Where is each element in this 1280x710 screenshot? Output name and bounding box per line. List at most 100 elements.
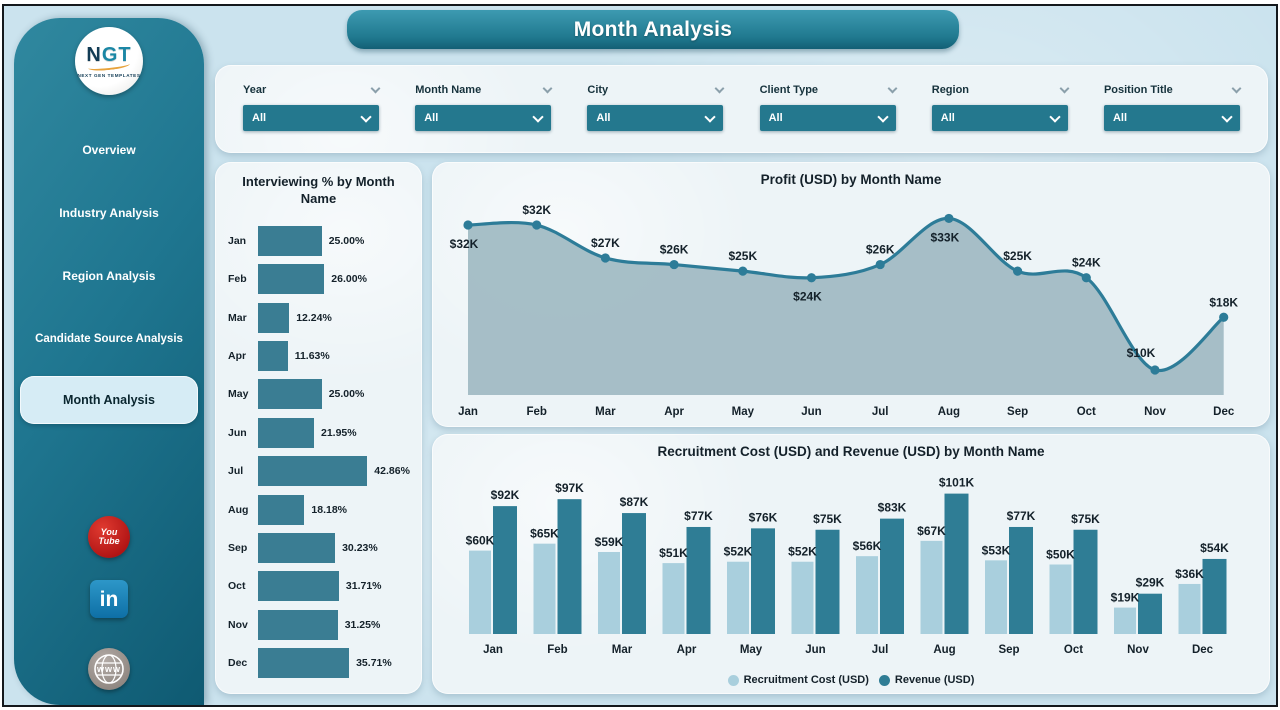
interviewing-bar-feb[interactable] bbox=[258, 264, 325, 295]
profit-point-aug[interactable] bbox=[944, 213, 954, 224]
interviewing-bar-jan[interactable] bbox=[258, 226, 322, 256]
recruitment-cost-bar-feb[interactable] bbox=[533, 543, 556, 634]
recruitment-cost-bar-dec[interactable] bbox=[1178, 583, 1201, 634]
legend-item-revenue[interactable]: Revenue (USD) bbox=[878, 674, 974, 686]
axis-label: Sep bbox=[1007, 406, 1028, 418]
data-label: $27K bbox=[591, 236, 620, 250]
sidebar-item-industry-analysis[interactable]: Industry Analysis bbox=[59, 206, 159, 220]
revenue-bar-jun[interactable] bbox=[815, 529, 840, 634]
axis-label: Jan bbox=[458, 406, 478, 418]
data-label: $32K bbox=[522, 203, 551, 217]
axis-label: Nov bbox=[1144, 406, 1166, 418]
bar-row-jul: Jul 42.86% bbox=[228, 456, 416, 487]
interviewing-bar-oct[interactable] bbox=[258, 571, 339, 602]
recruitment-cost-bar-jun[interactable] bbox=[791, 561, 814, 634]
recruitment-cost-bar-sep[interactable] bbox=[985, 560, 1007, 634]
interviewing-pct-chart-card: Interviewing % by Month Name Jan 25.00% Fe… bbox=[215, 162, 422, 694]
profit-point-dec[interactable] bbox=[1219, 312, 1229, 322]
revenue-bar-oct[interactable] bbox=[1073, 529, 1098, 634]
interviewing-bar-dec[interactable] bbox=[258, 647, 350, 678]
axis-label: Jul bbox=[872, 644, 889, 656]
year-dropdown[interactable]: All bbox=[243, 105, 379, 131]
recruitment-cost-bar-jul[interactable] bbox=[856, 556, 878, 634]
profit-point-oct[interactable] bbox=[1081, 273, 1091, 283]
recruitment-cost-bar-oct[interactable] bbox=[1049, 564, 1072, 635]
interviewing-bar-may[interactable] bbox=[258, 379, 322, 410]
slicer-label: Position Title bbox=[1103, 84, 1173, 96]
axis-label: Feb bbox=[547, 644, 567, 656]
recruitment-cost-bar-apr[interactable] bbox=[662, 563, 685, 634]
profit-point-mar[interactable] bbox=[600, 253, 610, 263]
youtube-icon[interactable]: You Tube bbox=[88, 516, 130, 558]
client-type-dropdown[interactable]: All bbox=[759, 105, 896, 131]
slicer-label: Region bbox=[931, 84, 970, 96]
region-dropdown[interactable]: All bbox=[931, 105, 1068, 131]
sidebar-item-overview[interactable]: Overview bbox=[82, 143, 136, 157]
revenue-bar-aug[interactable] bbox=[944, 493, 969, 634]
interviewing-bar-apr[interactable] bbox=[258, 341, 288, 372]
chevron-down-icon bbox=[532, 110, 544, 123]
profit-point-jan[interactable] bbox=[463, 220, 473, 230]
chevron-down-icon[interactable] bbox=[370, 83, 381, 94]
revenue-bar-nov[interactable] bbox=[1138, 593, 1162, 634]
recruitment-cost-bar-mar[interactable] bbox=[598, 551, 620, 634]
profit-point-feb[interactable] bbox=[532, 220, 542, 230]
data-label: $65K bbox=[530, 527, 559, 541]
chevron-down-icon[interactable] bbox=[1231, 83, 1242, 94]
recruitment-cost-bar-jan[interactable] bbox=[469, 550, 491, 634]
linkedin-icon[interactable]: in bbox=[90, 580, 128, 618]
recruitment-cost-bar-aug[interactable] bbox=[920, 540, 943, 634]
category-label: Mar bbox=[228, 311, 247, 324]
logo-tagline: NEXT GEN TEMPLATES bbox=[77, 72, 141, 78]
interviewing-bar-jun[interactable] bbox=[258, 417, 314, 448]
profit-point-may[interactable] bbox=[738, 266, 748, 276]
data-label: $24K bbox=[793, 290, 822, 304]
interviewing-bar-mar[interactable] bbox=[258, 302, 290, 333]
revenue-bar-mar[interactable] bbox=[622, 513, 646, 634]
revenue-bar-apr[interactable] bbox=[686, 526, 711, 634]
legend-item-recruitment-cost[interactable]: Recruitment Cost (USD) bbox=[727, 674, 869, 686]
interviewing-bar-nov[interactable] bbox=[258, 609, 338, 640]
profit-point-sep[interactable] bbox=[1013, 266, 1023, 276]
city-dropdown[interactable]: All bbox=[587, 105, 724, 131]
position-title-dropdown[interactable]: All bbox=[1103, 105, 1240, 131]
axis-label: Feb bbox=[526, 406, 546, 418]
website-globe-icon[interactable]: www bbox=[88, 648, 130, 690]
revenue-bar-jul[interactable] bbox=[880, 518, 904, 634]
profit-point-apr[interactable] bbox=[669, 259, 679, 270]
axis-label: Aug bbox=[938, 406, 960, 418]
sidebar-item-month-analysis[interactable]: Month Analysis bbox=[20, 376, 198, 424]
sidebar-item-candidate-source-analysis[interactable]: Candidate Source Analysis bbox=[35, 333, 183, 345]
interviewing-bar-aug[interactable] bbox=[258, 494, 305, 525]
month-name-dropdown[interactable]: All bbox=[415, 105, 552, 131]
data-label: $92K bbox=[491, 488, 520, 502]
axis-label: Oct bbox=[1077, 406, 1096, 418]
profit-point-jun[interactable] bbox=[806, 273, 817, 283]
revenue-bar-feb[interactable] bbox=[557, 499, 582, 634]
data-label: $83K bbox=[878, 501, 907, 515]
chevron-down-icon bbox=[704, 110, 717, 123]
recruitment-cost-bar-may[interactable] bbox=[727, 561, 749, 634]
category-label: Aug bbox=[228, 503, 249, 516]
data-label: $36K bbox=[1175, 567, 1204, 581]
axis-label: May bbox=[740, 644, 763, 656]
chevron-down-icon[interactable] bbox=[1059, 83, 1070, 94]
interviewing-bar-sep[interactable] bbox=[258, 532, 336, 563]
revenue-bar-jan[interactable] bbox=[493, 506, 517, 634]
data-label: $25K bbox=[728, 249, 757, 263]
chevron-down-icon[interactable] bbox=[887, 83, 898, 94]
data-label: $25K bbox=[1003, 249, 1032, 263]
chevron-down-icon bbox=[1221, 110, 1233, 123]
data-label: 35.71% bbox=[356, 656, 392, 669]
profit-point-jul[interactable] bbox=[875, 259, 885, 270]
chevron-down-icon[interactable] bbox=[714, 83, 725, 94]
chart-title: Profit (USD) by Month Name bbox=[760, 172, 942, 187]
profit-point-nov[interactable] bbox=[1150, 365, 1160, 375]
chevron-down-icon[interactable] bbox=[542, 83, 553, 94]
revenue-bar-may[interactable] bbox=[751, 528, 775, 634]
recruitment-cost-bar-nov[interactable] bbox=[1114, 607, 1136, 634]
interviewing-bar-jul[interactable] bbox=[258, 456, 368, 487]
revenue-bar-dec[interactable] bbox=[1202, 558, 1227, 634]
sidebar-item-region-analysis[interactable]: Region Analysis bbox=[62, 269, 156, 283]
revenue-bar-sep[interactable] bbox=[1009, 526, 1033, 634]
